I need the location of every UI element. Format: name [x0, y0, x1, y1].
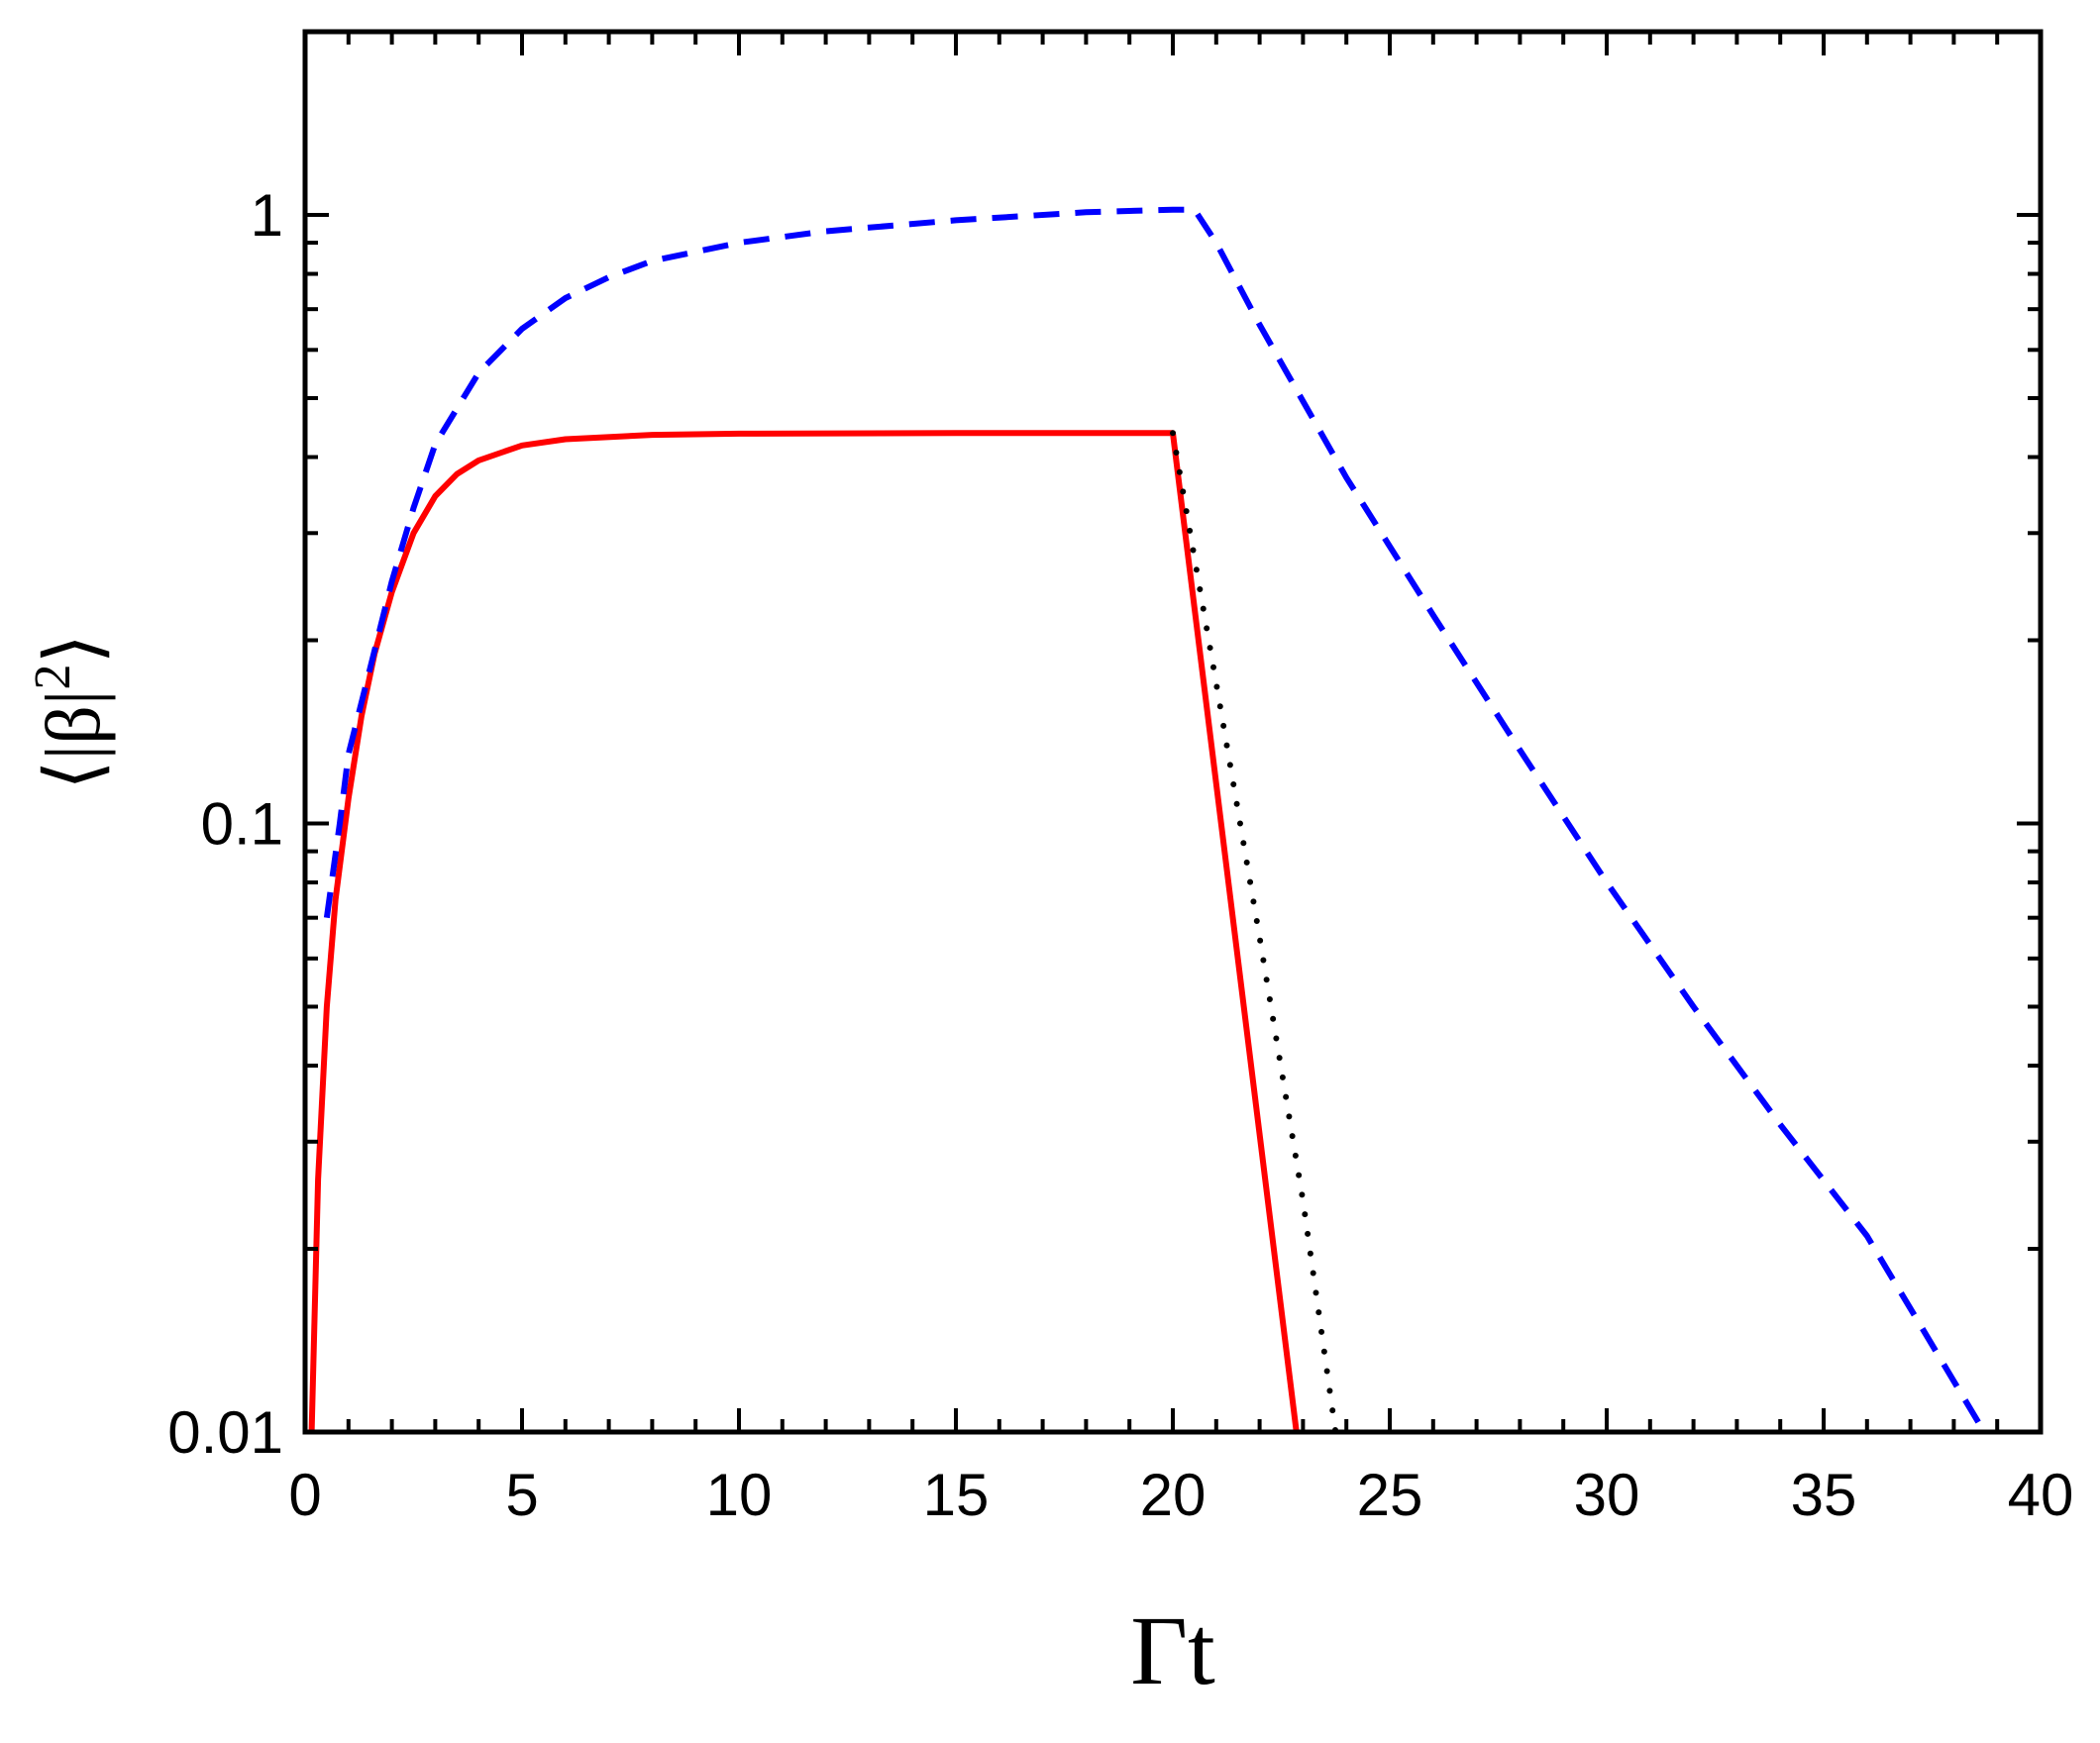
x-tick-label: 20 — [1140, 1462, 1207, 1528]
x-tick-label: 0 — [288, 1462, 321, 1528]
y-axis-label-close: ⟩ — [30, 634, 116, 664]
series-line-solid — [308, 430, 1300, 1432]
ticks-layer — [303, 30, 2043, 1434]
series-layer — [308, 206, 1987, 1432]
y-tick-label: 1 — [251, 182, 283, 249]
x-tick-label: 35 — [1791, 1462, 1857, 1528]
x-tick-label: 25 — [1357, 1462, 1423, 1528]
x-tick-label: 5 — [505, 1462, 538, 1528]
x-tick-label: 10 — [706, 1462, 773, 1528]
x-tick-label: 30 — [1574, 1462, 1640, 1528]
series-line-dotted — [1170, 430, 1339, 1432]
x-axis-label: Γt — [1130, 1595, 1215, 1705]
y-tick-label: 0.1 — [201, 790, 283, 857]
y-axis-label: ⟨|β|2⟩ — [25, 634, 116, 790]
y-axis-label-superscript: 2 — [25, 665, 81, 690]
x-tick-label: 40 — [2008, 1462, 2074, 1528]
y-tick-label: 0.01 — [167, 1399, 283, 1466]
series-line-dashed — [323, 206, 1987, 1432]
y-axis-label-main: ⟨|β| — [30, 690, 116, 790]
tick-labels-layer: 0 5 10 15 20 25 30 35 40 0.01 0.1 1 — [167, 182, 2073, 1528]
plot-frame — [302, 29, 2044, 1435]
x-tick-label: 15 — [923, 1462, 990, 1528]
